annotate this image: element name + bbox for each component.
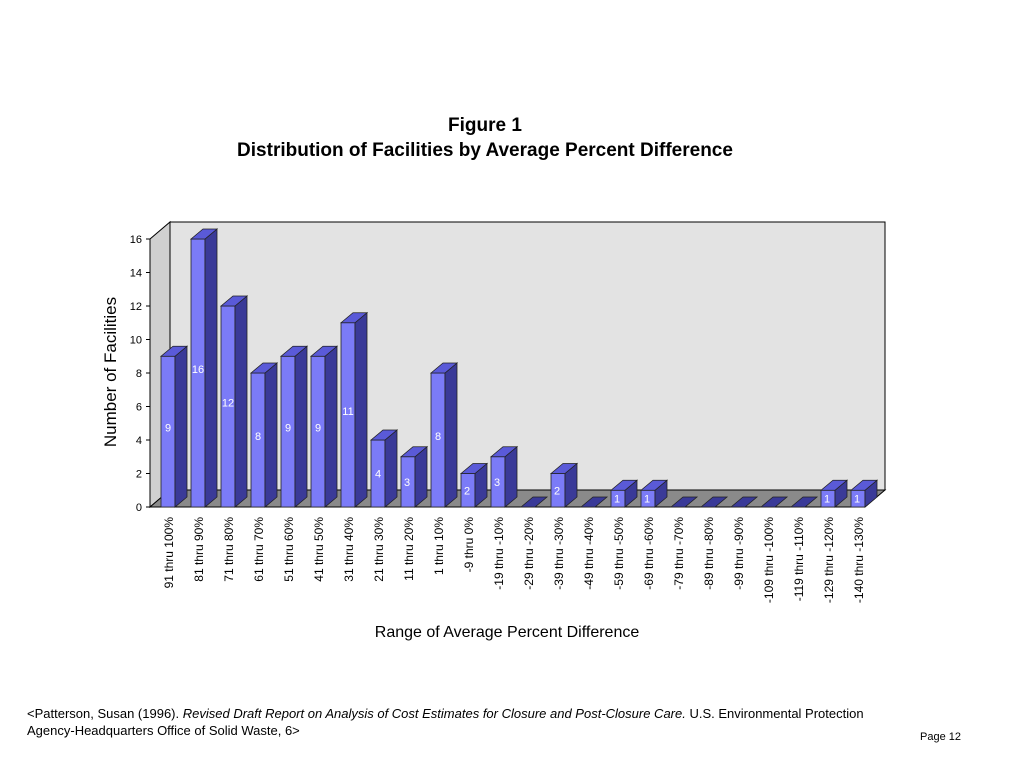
bar-top	[339, 312, 369, 324]
y-tick-label: 14	[130, 268, 142, 280]
x-tick-label: -109 thru -100%	[762, 517, 776, 603]
bar-side	[444, 362, 458, 508]
x-tick-label: -59 thru -50%	[612, 517, 626, 590]
bar-top	[249, 362, 279, 374]
data-label: 8	[435, 431, 441, 443]
bar-empty	[669, 496, 699, 508]
x-tick-label: -39 thru -30%	[552, 517, 566, 590]
data-label: 4	[375, 469, 381, 481]
bar-top	[849, 479, 879, 491]
bar-side	[174, 345, 188, 508]
x-tick-label: -140 thru -130%	[852, 517, 866, 603]
data-label: 3	[494, 477, 500, 489]
x-axis-label: Range of Average Percent Difference	[375, 624, 640, 641]
y-tick-label: 8	[136, 368, 142, 380]
citation: <Patterson, Susan (1996). Revised Draft …	[27, 705, 907, 739]
bar-empty	[579, 496, 609, 508]
bar-empty	[759, 496, 789, 508]
data-label: 1	[644, 494, 650, 506]
bar-empty	[729, 496, 759, 508]
bar-empty	[519, 496, 549, 508]
bar-side	[414, 445, 428, 508]
y-tick-label: 10	[130, 335, 142, 347]
bar-top	[189, 228, 219, 240]
x-tick-label: 1 thru 10%	[432, 517, 446, 575]
bar-side	[504, 445, 518, 508]
data-label: 9	[165, 423, 171, 435]
bar-top	[279, 345, 309, 357]
y-tick-label: 6	[136, 402, 142, 414]
x-tick-label: -129 thru -120%	[822, 517, 836, 603]
y-tick-label: 12	[130, 301, 142, 313]
x-tick-label: -89 thru -80%	[702, 517, 716, 590]
data-label: 2	[464, 485, 470, 497]
bar-top	[489, 446, 519, 458]
bar-side	[384, 429, 398, 508]
bar-top	[159, 345, 189, 357]
x-tick-label: -119 thru -110%	[792, 517, 806, 602]
bar-side	[204, 228, 218, 508]
bar-top	[639, 479, 669, 491]
data-label: 1	[854, 494, 860, 506]
figure-title: Distribution of Facilities by Average Pe…	[237, 140, 733, 161]
y-axis-label: Number of Facilities	[101, 297, 120, 447]
bar-top	[819, 479, 849, 491]
x-tick-label: 61 thru 70%	[252, 517, 266, 582]
citation-prefix: <Patterson, Susan (1996).	[27, 706, 183, 721]
x-tick-label: 91 thru 100%	[162, 517, 176, 589]
y-tick-label: 0	[136, 502, 142, 514]
x-tick-label: 71 thru 80%	[222, 517, 236, 582]
x-tick-label: 51 thru 60%	[282, 517, 296, 582]
citation-suffix: U.S. Environmental Protection Agency-Hea…	[27, 706, 864, 738]
data-label: 3	[404, 477, 410, 489]
bar-side	[354, 311, 368, 508]
data-label: 8	[255, 431, 261, 443]
y-tick-label: 16	[130, 234, 142, 246]
data-label: 16	[192, 364, 204, 376]
x-tick-label: -69 thru -60%	[642, 517, 656, 590]
data-label: 1	[824, 494, 830, 506]
bar-empty	[699, 496, 729, 508]
figure-label: Figure 1	[448, 115, 522, 136]
bar-empty	[789, 496, 819, 508]
data-label: 9	[285, 423, 291, 435]
data-label: 2	[554, 485, 560, 497]
page-number: Page 12	[920, 731, 961, 743]
x-tick-label: -99 thru -90%	[732, 517, 746, 590]
x-tick-label: -29 thru -20%	[522, 517, 536, 590]
bar-top	[549, 463, 579, 474]
data-label: 1	[614, 494, 620, 506]
x-tick-label: -9 thru 0%	[462, 517, 476, 573]
bar-top	[219, 295, 249, 307]
citation-title: Revised Draft Report on Analysis of Cost…	[182, 706, 686, 721]
bar-top	[459, 463, 489, 474]
x-tick-label: -79 thru -70%	[672, 517, 686, 590]
data-label: 9	[315, 423, 321, 435]
x-tick-label: 81 thru 90%	[192, 517, 206, 582]
x-tick-label: 41 thru 50%	[312, 517, 326, 582]
y-tick-label: 4	[136, 435, 142, 447]
bar-side	[234, 295, 248, 508]
bar-side	[324, 345, 338, 508]
data-label: 11	[342, 406, 353, 418]
bar-top	[399, 446, 429, 458]
bar-side	[294, 345, 308, 508]
y-tick-label: 2	[136, 469, 142, 481]
x-tick-label: 11 thru 20%	[402, 517, 416, 581]
x-tick-label: 21 thru 30%	[372, 517, 386, 582]
x-tick-label: -49 thru -40%	[582, 517, 596, 590]
bar-top	[309, 345, 339, 357]
x-tick-label: 31 thru 40%	[342, 517, 356, 582]
bar-top	[369, 429, 399, 441]
x-tick-label: -19 thru -10%	[492, 517, 506, 590]
bar-top	[609, 479, 639, 491]
bar-side	[264, 362, 278, 508]
bar-top	[429, 362, 459, 374]
data-label: 12	[222, 398, 234, 410]
